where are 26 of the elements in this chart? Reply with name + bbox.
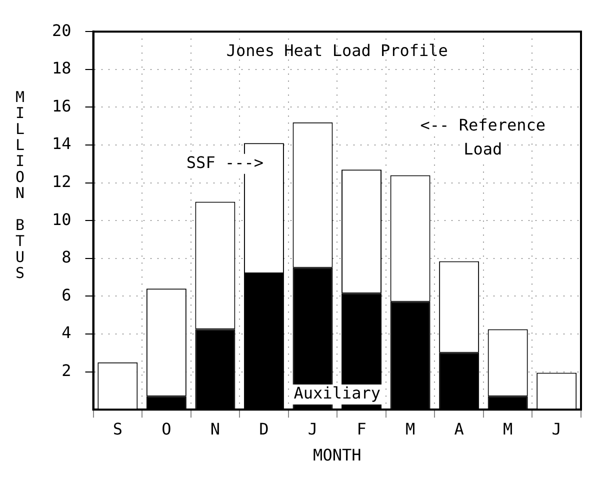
x-tick-label: A xyxy=(454,419,464,438)
annotation: Auxiliary xyxy=(294,384,381,403)
annotation: <-- Reference Load xyxy=(420,115,546,158)
y-tick-label: 18 xyxy=(52,58,72,78)
x-tick-label: J xyxy=(308,419,318,438)
y-axis-title: MILLION BTUS xyxy=(10,88,30,280)
y-tick-label: 20 xyxy=(52,20,72,40)
y-tick-label: 12 xyxy=(52,172,72,191)
x-axis-title: MONTH xyxy=(313,446,362,465)
y-tick-label: 10 xyxy=(52,210,72,229)
x-tick-label: O xyxy=(162,419,172,438)
x-tick-label: S xyxy=(112,419,122,438)
y-tick-label: 6 xyxy=(62,285,72,304)
y-tick-label: 2 xyxy=(62,360,72,380)
x-tick-label: F xyxy=(356,419,366,438)
annotation: SSF ---> xyxy=(186,153,264,172)
x-tick-label: J xyxy=(552,419,562,438)
x-tick-label: M xyxy=(405,419,416,438)
y-tick-label: 4 xyxy=(62,323,72,342)
y-tick-label: 14 xyxy=(52,134,72,154)
y-tick-label: 16 xyxy=(52,96,72,116)
x-tick-label: N xyxy=(210,419,220,438)
x-tick-label: D xyxy=(259,419,269,438)
y-tick-label: 8 xyxy=(62,248,72,267)
text: Jones Heat Load Profile xyxy=(226,40,448,60)
x-tick-label: M xyxy=(503,419,513,438)
